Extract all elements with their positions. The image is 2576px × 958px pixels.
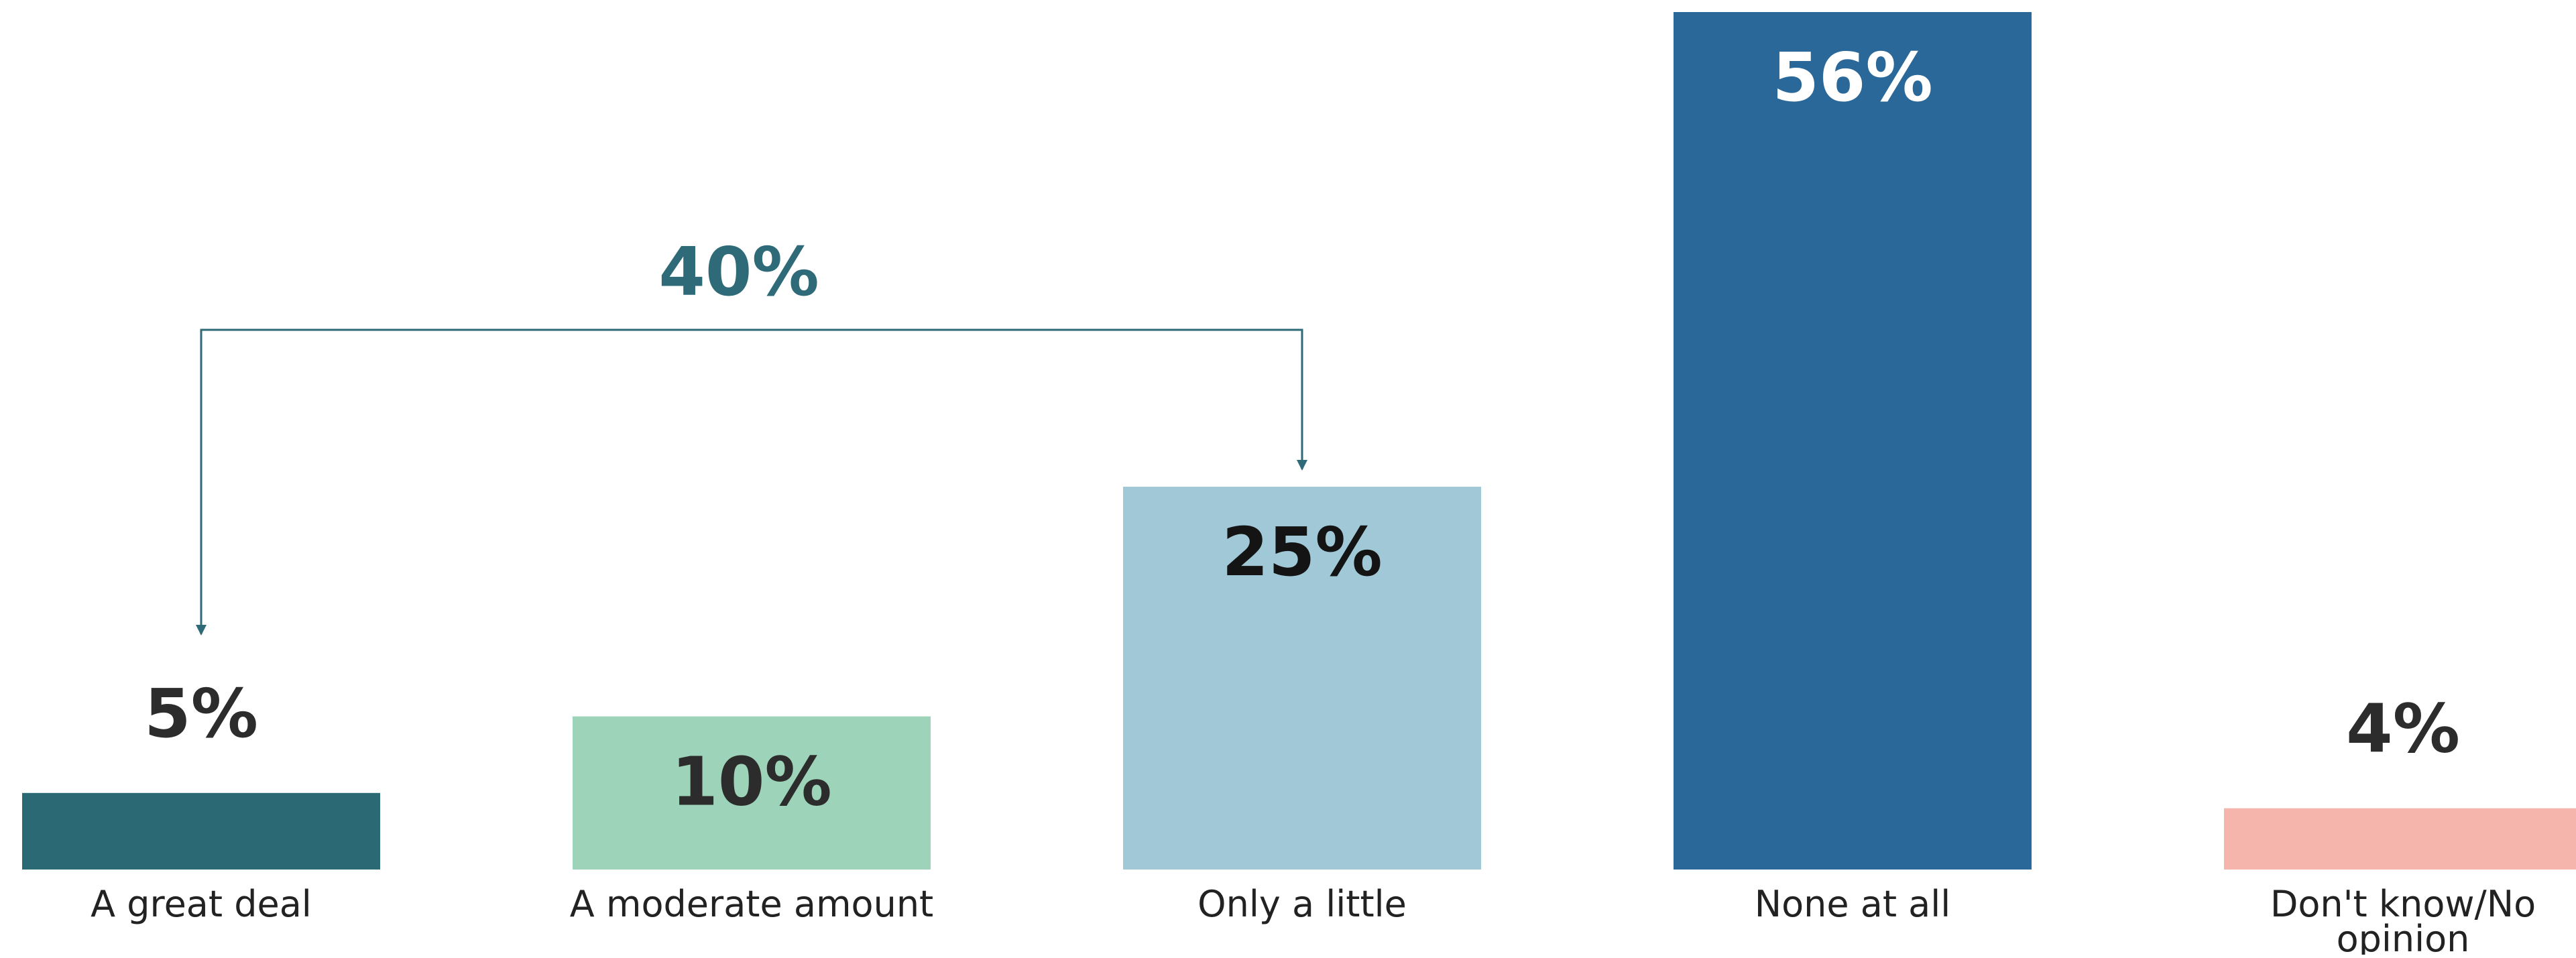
bracket-total-label: 40% bbox=[658, 233, 819, 311]
bracket-arrowhead-0 bbox=[196, 625, 207, 636]
category-label-2: Only a little bbox=[1197, 883, 1407, 925]
category-label-1: A moderate amount bbox=[570, 883, 933, 925]
bracket-line bbox=[200, 328, 1303, 634]
bar-2 bbox=[1123, 487, 1481, 870]
bar-value-label-1: 10% bbox=[671, 743, 831, 821]
bracket-arrowhead-1 bbox=[1297, 460, 1307, 471]
bar-value-label-4: 4% bbox=[2346, 690, 2460, 768]
bar-value-label-2: 25% bbox=[1222, 513, 1382, 591]
bar-value-label-0: 5% bbox=[144, 674, 258, 753]
category-label-3: None at all bbox=[1755, 883, 1951, 925]
bar-value-label-3: 56% bbox=[1772, 38, 1932, 117]
bar-3 bbox=[1674, 12, 2032, 870]
bar-1 bbox=[573, 716, 931, 870]
category-label-4: Don't know/No opinion bbox=[2270, 883, 2536, 955]
bar-0 bbox=[22, 792, 380, 870]
bar-4 bbox=[2224, 808, 2576, 870]
category-label-0: A great deal bbox=[91, 883, 312, 925]
